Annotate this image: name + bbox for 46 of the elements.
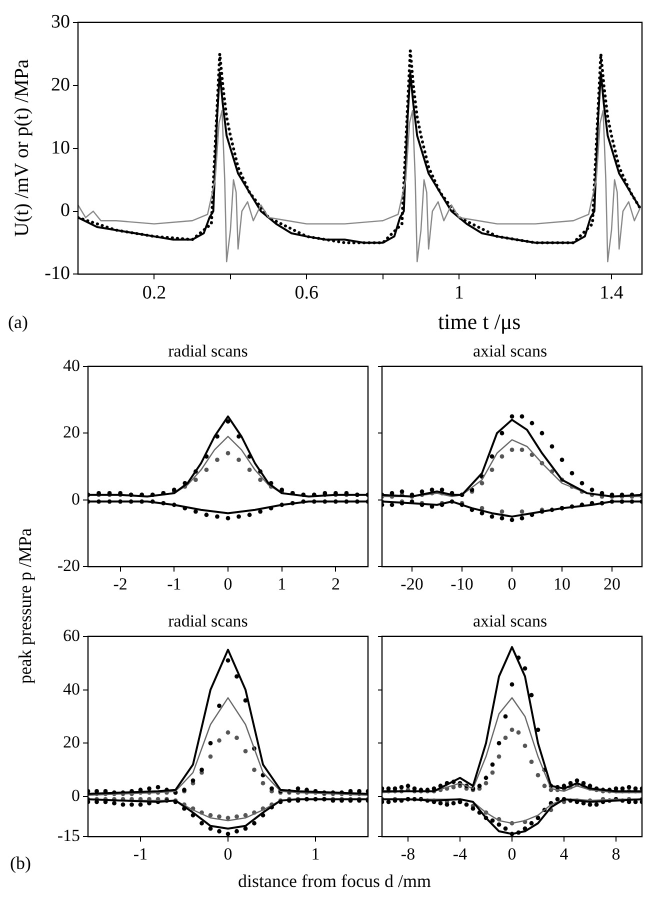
x-tick-label: 1 xyxy=(278,574,286,594)
x-tick-label: -10 xyxy=(450,574,474,594)
y-tick-label: 40 xyxy=(63,356,80,375)
y-tick-label: 20 xyxy=(63,732,80,752)
x-tick-label: -20 xyxy=(400,574,424,594)
y-tick-label: 30 xyxy=(51,11,70,32)
x-tick-label: 0 xyxy=(224,574,232,594)
chart-title: axial scans xyxy=(472,612,548,631)
x-tick-label: 1.4 xyxy=(600,282,624,304)
y-tick-label: 20 xyxy=(51,74,70,96)
x-tick-label: 1 xyxy=(311,844,320,864)
x-tick-label: 1 xyxy=(454,282,464,304)
y-tick-label: -10 xyxy=(44,263,70,284)
x-tick-label: -1 xyxy=(167,574,182,594)
y-tick-label: 0 xyxy=(72,489,80,508)
chart-title: radial scans xyxy=(168,342,248,361)
x-tick-label: -4 xyxy=(452,844,468,864)
x-tick-label: -1 xyxy=(133,844,148,864)
x-axis-title: distance from focus d /mm xyxy=(238,871,431,892)
chart-title: axial scans xyxy=(472,342,548,361)
y-tick-label: -20 xyxy=(57,556,80,576)
text: (a) xyxy=(8,312,28,333)
x-tick-label: 0 xyxy=(508,574,516,594)
text: (b) xyxy=(10,853,31,874)
x-tick-label: -8 xyxy=(400,844,416,864)
y-tick-label: 10 xyxy=(51,137,70,158)
x-tick-label: 0 xyxy=(224,844,232,864)
x-tick-label: 0.2 xyxy=(142,282,166,304)
x-tick-label: -2 xyxy=(113,574,128,594)
y-axis-title: U(t) /mV or p(t) /MPa xyxy=(11,59,33,237)
x-tick-label: 0.6 xyxy=(294,282,319,304)
x-tick-label: 2 xyxy=(331,574,340,594)
y-tick-label: 60 xyxy=(63,626,80,645)
y-tick-label: -15 xyxy=(57,826,80,846)
chart-title: radial scans xyxy=(168,612,248,631)
x-tick-label: 8 xyxy=(612,844,620,864)
y-tick-label: 0 xyxy=(72,786,80,806)
x-tick-label: 10 xyxy=(554,574,570,594)
y-axis-title: peak pressure p /MPa xyxy=(15,528,36,684)
y-tick-label: 20 xyxy=(63,422,80,442)
x-tick-label: 20 xyxy=(604,574,620,594)
y-tick-label: 40 xyxy=(63,679,80,698)
x-tick-label: 4 xyxy=(560,844,569,864)
x-tick-label: 0 xyxy=(508,844,516,864)
y-tick-label: 0 xyxy=(60,200,70,222)
x-axis-title: time t /μs xyxy=(438,309,521,334)
